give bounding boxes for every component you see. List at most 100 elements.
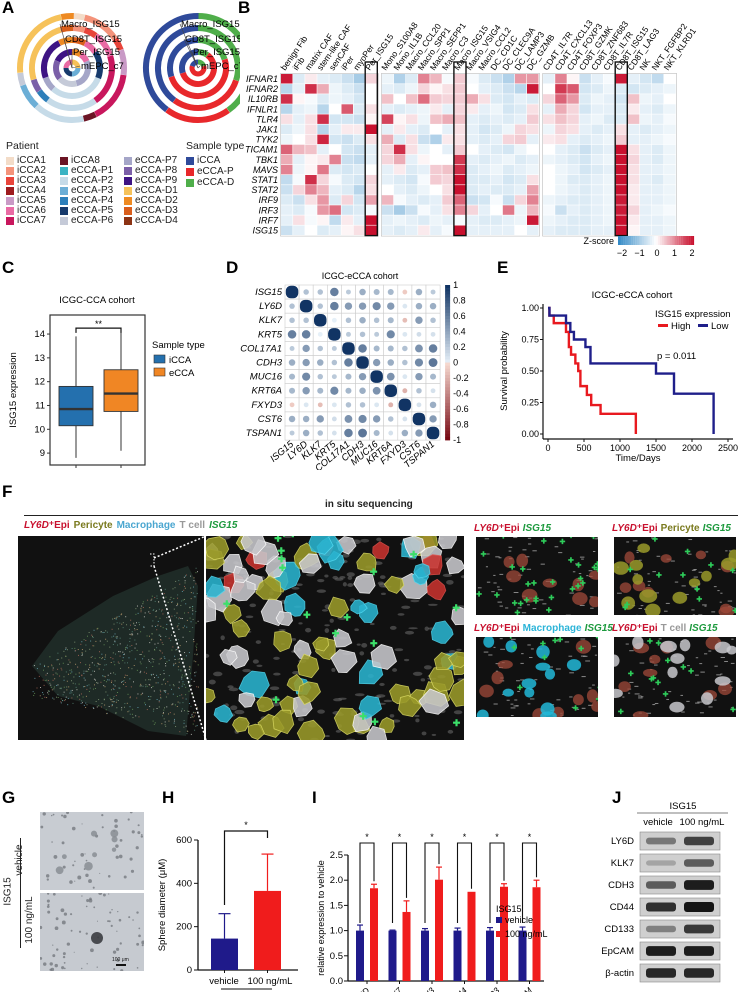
legend-item-ecca-d1: eCCA-D1: [124, 185, 184, 196]
svg-text:CD44: CD44: [610, 902, 634, 913]
svg-text:vehicle: vehicle: [505, 915, 533, 925]
svg-text:ISG15 expression: ISG15 expression: [8, 352, 19, 428]
svg-text:✚: ✚: [597, 684, 598, 692]
svg-text:*: *: [365, 832, 369, 842]
svg-text:TYK2: TYK2: [255, 135, 278, 145]
panel-g-bracket: [20, 838, 21, 948]
panel-d-correlation-matrix: ICGC-eCCA cohortISG15ISG15LY6DLY6DKLK7KL…: [240, 271, 469, 470]
svg-text:0.5: 0.5: [330, 951, 343, 962]
svg-text:0.25: 0.25: [521, 398, 539, 408]
svg-text:✚: ✚: [542, 654, 548, 662]
subpanel-image-epi-isg15: ✚✚✚✚✚✚✚✚✚✚✚✚✚✚✚✚✚✚✚✚✚✚✚✚✚✚✚✚✚✚: [476, 537, 598, 615]
legend-item-ecca-p4: eCCA-P4: [60, 195, 122, 206]
svg-text:LY6D: LY6D: [259, 301, 282, 312]
svg-text:✚: ✚: [568, 537, 574, 540]
panel-i-grouped-bar-chart: 0.0 0.5 1.0 1.5 2.0 2.5 relative expression to…: [316, 832, 548, 992]
svg-text:11: 11: [35, 400, 45, 411]
svg-text:✚: ✚: [578, 575, 584, 583]
svg-text:✚: ✚: [272, 695, 280, 705]
svg-text:100 ng/mL: 100 ng/mL: [505, 929, 548, 939]
svg-text:ISG15: ISG15: [255, 287, 283, 298]
svg-text:✚: ✚: [655, 679, 661, 687]
microscopy-vehicle-image: [40, 810, 144, 890]
svg-text:✚: ✚: [650, 674, 656, 682]
patient-legend: iCCA1 iCCA2 iCCA3 iCCA4 iCCA5 iCCA6 iCCA7 iCCA8…: [6, 155, 241, 226]
svg-text:✚: ✚: [540, 640, 546, 648]
panel-label-a: A: [2, 0, 15, 17]
svg-text:✚: ✚: [531, 579, 537, 587]
svg-text:CD44: CD44: [446, 985, 469, 992]
svg-text:CD8T_ISG15: CD8T_ISG15: [185, 34, 240, 45]
svg-text:✚: ✚: [520, 565, 526, 573]
subpanel-image-epi-pericyte-isg15: ✚ ✚ ✚ ✚ ✚ ✚ ✚ ✚ ✚ ✚ ✚ ✚: [614, 537, 736, 615]
svg-text:FXYD3: FXYD3: [251, 400, 282, 411]
svg-text:✚: ✚: [518, 600, 524, 608]
svg-text:Z-score: Z-score: [583, 236, 614, 246]
svg-text:IFNAR2: IFNAR2: [246, 84, 278, 94]
legend-swatch: [6, 206, 14, 215]
svg-text:KLK7: KLK7: [382, 985, 404, 992]
svg-text:Macro_ISG15: Macro_ISG15: [61, 19, 120, 30]
svg-text:✚: ✚: [511, 644, 517, 652]
svg-text:2.5: 2.5: [330, 850, 343, 861]
svg-text:CDH3: CDH3: [608, 880, 634, 891]
legend-swatch: [6, 196, 14, 205]
svg-text:*: *: [244, 820, 248, 830]
svg-text:✚: ✚: [596, 637, 598, 642]
legend-swatch: [6, 186, 14, 195]
svg-text:✚: ✚: [514, 609, 520, 615]
legend-item-ecca-d: eCCA-D: [186, 177, 244, 188]
svg-text:✚: ✚: [332, 628, 340, 638]
svg-text:Per_ISG15: Per_ISG15: [193, 47, 240, 58]
svg-text:CD133: CD133: [604, 924, 634, 935]
legend-isg15: ISG15: [209, 520, 238, 531]
svg-text:-0.2: -0.2: [453, 373, 469, 383]
svg-text:*: *: [430, 832, 434, 842]
panel-f-divider: [24, 515, 738, 516]
svg-text:0.6: 0.6: [453, 311, 466, 321]
svg-text:0: 0: [654, 248, 659, 258]
panel-label-e: E: [497, 258, 509, 277]
svg-text:✚: ✚: [343, 613, 351, 623]
svg-text:✚: ✚: [576, 562, 582, 570]
subpanel-title-epi-isg15: LY6D⁺Epi ISG15: [474, 523, 552, 534]
svg-text:✚: ✚: [568, 556, 574, 564]
svg-text:KLK7: KLK7: [259, 315, 283, 326]
svg-text:TICAM1: TICAM1: [245, 145, 278, 155]
zoom-guide-lines: [150, 536, 207, 740]
svg-text:✚: ✚: [494, 592, 500, 600]
svg-text:✚: ✚: [708, 562, 714, 570]
svg-text:✚: ✚: [303, 610, 311, 620]
svg-text:Survival probability: Survival probability: [499, 331, 510, 411]
svg-text:*: *: [398, 832, 402, 842]
legend-item-icca3: iCCA3: [6, 175, 58, 186]
svg-text:✚: ✚: [685, 548, 691, 556]
svg-text:✚: ✚: [359, 712, 367, 722]
svg-text:MUC16: MUC16: [250, 372, 283, 383]
legend-swatch: [124, 156, 132, 165]
svg-text:-0.8: -0.8: [453, 420, 469, 430]
svg-text:Per_ISG15: Per_ISG15: [73, 47, 120, 58]
svg-text:Sphere diameter (μM): Sphere diameter (μM): [157, 859, 168, 952]
svg-text:1.0: 1.0: [330, 926, 343, 937]
svg-text:KRT6A: KRT6A: [252, 386, 282, 397]
svg-text:CDH3: CDH3: [256, 358, 283, 369]
legend-item-ecca-p9: eCCA-P9: [124, 175, 184, 186]
svg-text:✚: ✚: [624, 601, 630, 609]
svg-text:✚: ✚: [550, 579, 556, 587]
svg-text:✚: ✚: [665, 657, 671, 665]
panel-label-i: I: [312, 788, 317, 807]
svg-text:✚: ✚: [278, 554, 286, 564]
legend-swatch: [186, 167, 194, 176]
sample-type-legend-title: Sample type: [186, 140, 245, 152]
legend-item-icca4: iCCA4: [6, 185, 58, 196]
svg-text:IRF7: IRF7: [258, 215, 278, 225]
svg-text:0.8: 0.8: [453, 296, 466, 306]
svg-text:0.50: 0.50: [521, 366, 539, 376]
svg-text:✚: ✚: [591, 537, 597, 541]
svg-text:CDH3: CDH3: [413, 985, 437, 992]
svg-text:β-actin: β-actin: [605, 968, 634, 979]
svg-text:✚: ✚: [627, 566, 633, 574]
svg-text:✚: ✚: [596, 696, 598, 704]
panel-a-legends: Patient iCCA1 iCCA2 iCCA3 iCCA4 iCCA5 iCCA6 iC…: [6, 140, 245, 226]
